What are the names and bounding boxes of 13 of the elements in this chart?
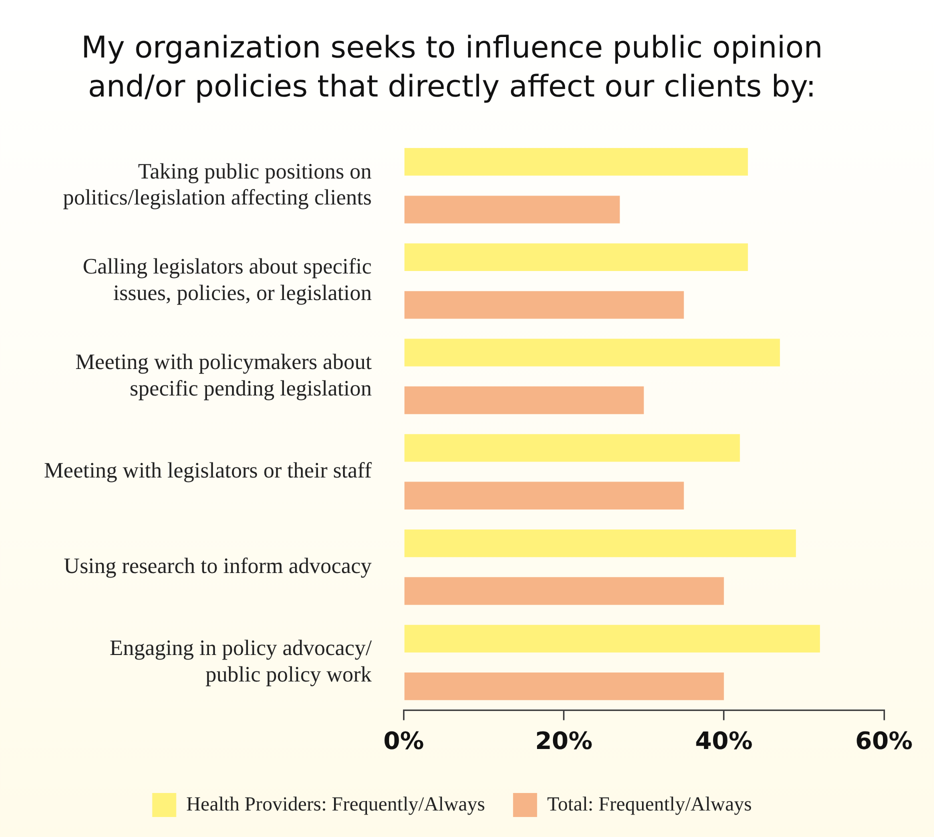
x-tick-label: 60%	[855, 726, 913, 755]
x-tick-label: 40%	[695, 726, 753, 755]
y-tick-label: Using research to inform advocacy	[64, 552, 372, 578]
y-tick-label: Taking public positions on politics/legislation affecting clients	[62, 158, 372, 210]
chart-title: My organization seeks to influence public opinion and/or policies that directly affect our clients by:	[81, 30, 823, 104]
y-tick-label: Engaging in policy advocacy/ public policy work	[110, 635, 373, 686]
y-tick-label: Calling legislators about specific issues, policies, or legislation	[82, 254, 372, 306]
x-tick-label: 0%	[383, 726, 424, 755]
legend-label: Health Providers: Frequently/Always	[186, 793, 486, 816]
x-tick-label: 20%	[535, 726, 593, 755]
y-tick-label: Meeting with policymakers about specific pending legislation	[75, 349, 372, 400]
legend-label: Total: Frequently/Always	[547, 793, 752, 816]
y-tick-label: Meeting with legislators or their staff	[44, 458, 372, 483]
